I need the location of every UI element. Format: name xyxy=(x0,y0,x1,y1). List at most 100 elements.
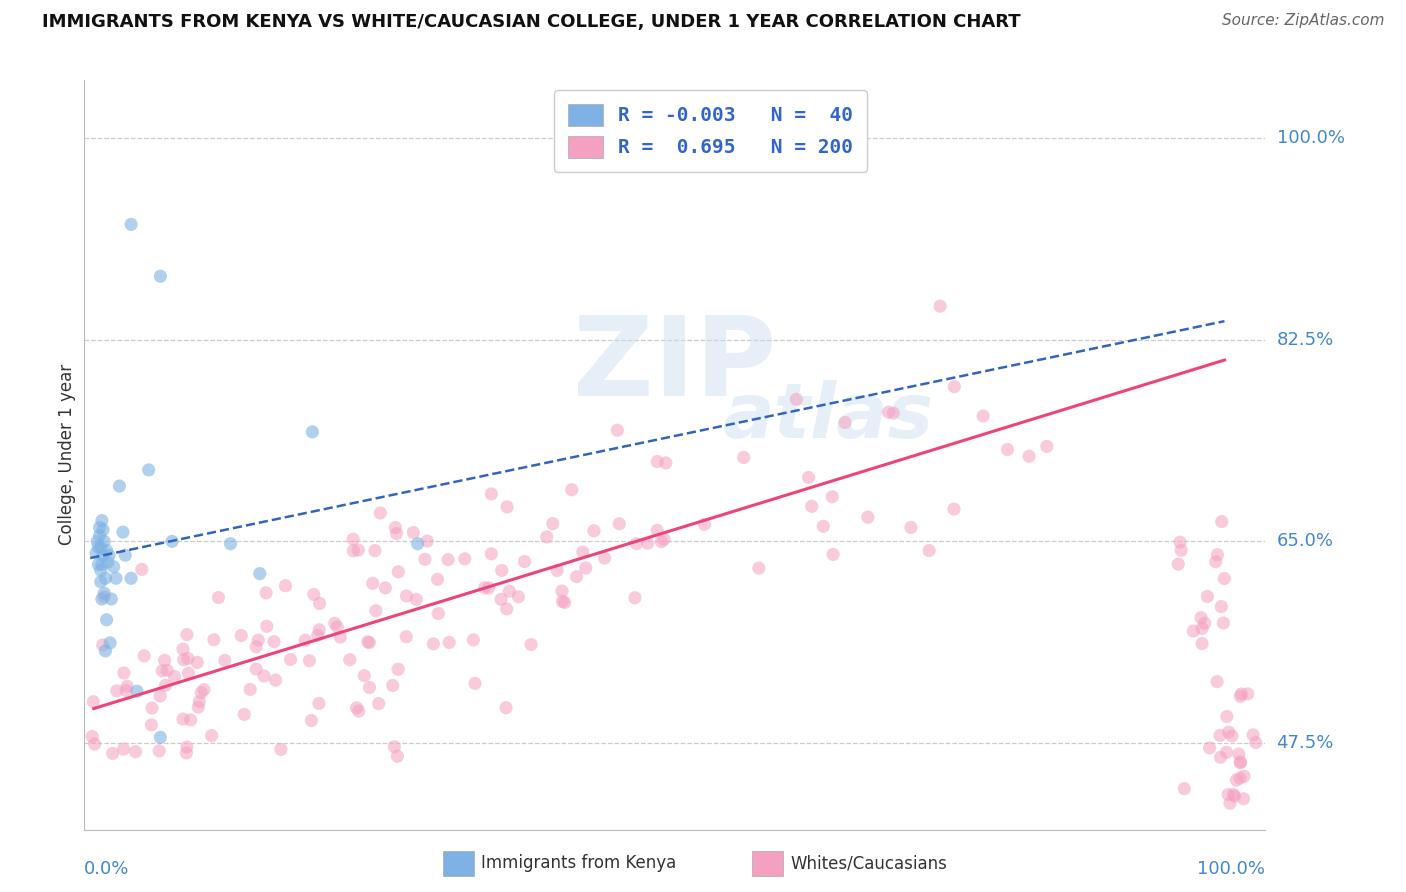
Point xyxy=(84,546,107,560)
Point xyxy=(149,269,172,284)
Point xyxy=(125,684,148,698)
Point xyxy=(1036,439,1059,453)
Point xyxy=(148,744,170,758)
Point xyxy=(1189,610,1212,624)
Point xyxy=(263,634,285,648)
Point xyxy=(254,586,277,600)
Point xyxy=(797,470,820,484)
Point xyxy=(361,576,384,591)
Point xyxy=(1191,621,1213,635)
Point xyxy=(800,500,823,514)
Point xyxy=(1230,687,1253,701)
Point xyxy=(395,630,418,644)
Point xyxy=(1229,690,1251,704)
Point xyxy=(1170,543,1192,558)
Point xyxy=(1229,755,1251,769)
Point xyxy=(437,552,460,566)
Point xyxy=(93,586,115,600)
Point xyxy=(426,572,449,586)
Point xyxy=(141,718,163,732)
Point xyxy=(422,637,444,651)
Point xyxy=(1215,745,1237,759)
Point xyxy=(201,729,224,743)
Point xyxy=(280,652,302,666)
Point xyxy=(374,581,396,595)
Point xyxy=(111,525,134,540)
Point xyxy=(173,653,195,667)
Point xyxy=(1218,788,1240,802)
Point xyxy=(357,635,380,649)
Point xyxy=(1209,750,1232,764)
Point xyxy=(342,533,364,547)
Point xyxy=(187,700,209,714)
Point xyxy=(103,559,125,574)
Point xyxy=(342,543,364,558)
Point xyxy=(624,591,647,605)
Point xyxy=(359,635,381,649)
Point xyxy=(87,558,110,572)
Point xyxy=(405,592,427,607)
Point xyxy=(299,714,322,728)
Point xyxy=(96,613,118,627)
Point xyxy=(652,533,675,547)
Point xyxy=(821,490,844,504)
Point xyxy=(353,668,375,682)
Point xyxy=(1222,788,1244,802)
Point xyxy=(382,739,405,754)
Point xyxy=(90,514,112,528)
Point xyxy=(387,565,409,579)
Point xyxy=(498,584,520,599)
Point xyxy=(406,537,429,551)
Point xyxy=(1211,599,1233,614)
Point xyxy=(89,528,111,542)
Point xyxy=(496,500,519,514)
Point xyxy=(387,662,409,676)
Point xyxy=(86,534,108,549)
Point xyxy=(1219,796,1241,810)
Point xyxy=(1225,772,1247,787)
Point xyxy=(943,379,966,393)
Point xyxy=(87,540,110,554)
Point xyxy=(247,633,270,648)
Point xyxy=(190,686,212,700)
Point xyxy=(172,642,194,657)
Point xyxy=(474,581,496,595)
Point xyxy=(90,574,112,589)
Point xyxy=(264,673,287,687)
Point xyxy=(565,569,588,583)
Point xyxy=(1213,572,1236,586)
Point xyxy=(645,524,668,538)
Text: 0.0%: 0.0% xyxy=(84,860,129,878)
Point xyxy=(138,463,160,477)
Point xyxy=(202,632,225,647)
Point xyxy=(1244,735,1267,749)
Point xyxy=(347,543,370,558)
Point xyxy=(856,510,879,524)
Point xyxy=(104,571,127,585)
Point xyxy=(239,682,262,697)
Point xyxy=(479,547,502,561)
Point xyxy=(1197,590,1219,604)
Point xyxy=(97,555,120,569)
Point xyxy=(141,701,163,715)
Point xyxy=(160,534,183,549)
Point xyxy=(112,742,135,756)
Point xyxy=(877,405,900,419)
Point xyxy=(308,696,330,710)
Point xyxy=(495,700,517,714)
Point xyxy=(1212,615,1234,630)
Point xyxy=(900,520,922,534)
Text: Source: ZipAtlas.com: Source: ZipAtlas.com xyxy=(1222,13,1385,29)
Point xyxy=(385,526,408,541)
Point xyxy=(1191,636,1213,650)
Point xyxy=(193,682,215,697)
Point xyxy=(1229,756,1251,770)
Text: 47.5%: 47.5% xyxy=(1277,734,1334,752)
Point xyxy=(823,548,845,562)
Point xyxy=(1220,729,1243,743)
Point xyxy=(1205,555,1227,569)
Point xyxy=(308,597,330,611)
Point xyxy=(1229,771,1251,785)
Point xyxy=(294,633,316,648)
Text: ZIP: ZIP xyxy=(574,311,776,418)
